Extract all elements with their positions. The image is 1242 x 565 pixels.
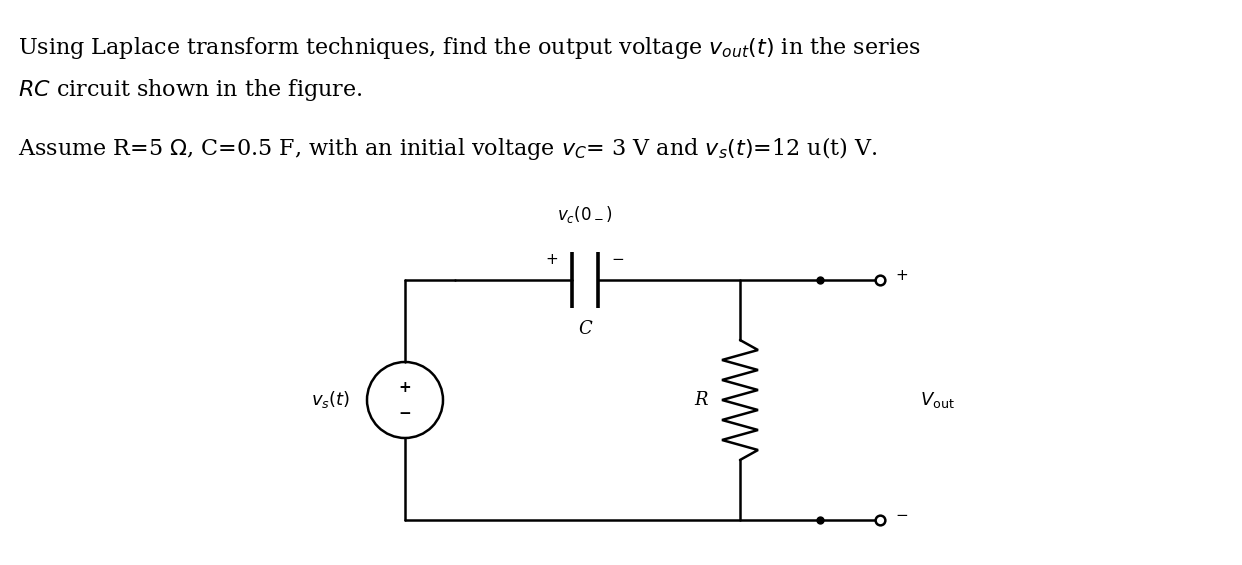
Text: −: −: [399, 406, 411, 420]
Text: Using Laplace transform techniques, find the output voltage $v_{\mathit{out}}(t): Using Laplace transform techniques, find…: [17, 35, 920, 61]
Text: $v_c(0_-)$: $v_c(0_-)$: [558, 204, 612, 225]
Text: $v_s(t)$: $v_s(t)$: [310, 389, 350, 411]
Text: $RC$ circuit shown in the figure.: $RC$ circuit shown in the figure.: [17, 77, 363, 103]
Text: −: −: [611, 253, 625, 267]
Text: $V_{\mathrm{out}}$: $V_{\mathrm{out}}$: [920, 390, 955, 410]
Text: +: +: [399, 380, 411, 394]
Text: +: +: [545, 253, 559, 267]
Text: R: R: [694, 391, 708, 409]
Text: C: C: [578, 320, 592, 338]
Text: +: +: [895, 267, 908, 282]
Text: Assume R=5 $\Omega$, C=0.5 F, with an initial voltage $v_C$= 3 V and $v_s(t)$=12: Assume R=5 $\Omega$, C=0.5 F, with an in…: [17, 135, 878, 162]
Text: −: −: [895, 507, 908, 523]
